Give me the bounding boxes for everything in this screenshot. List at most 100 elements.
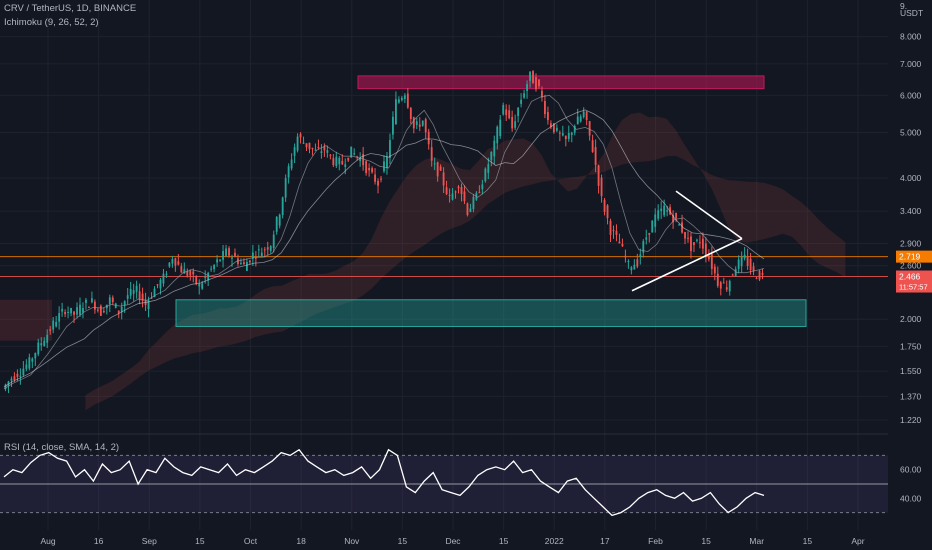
time-tick-label: 15 (398, 536, 408, 546)
time-tick-label: 15 (701, 536, 711, 546)
candle-body (52, 320, 55, 330)
time-tick-label: 16 (94, 536, 104, 546)
candle-body (183, 269, 186, 274)
price-tick-label: 1.550 (900, 366, 922, 376)
candle-body (189, 271, 192, 276)
price-tick-label: 3.400 (900, 206, 922, 216)
candle-body (58, 313, 61, 322)
candle-body (639, 254, 642, 258)
candle-body (484, 168, 487, 182)
candle-body (502, 105, 505, 115)
candle-body (117, 310, 120, 314)
candle-body (663, 205, 666, 216)
candle-body (374, 174, 376, 182)
candle-body (317, 147, 320, 149)
candle-body (716, 273, 719, 286)
candle-body (448, 195, 451, 197)
candle-body (648, 233, 651, 235)
triangle-upper-line (675, 190, 743, 240)
candle-body (439, 166, 442, 171)
candle-body (487, 164, 490, 173)
candle-body (25, 364, 28, 369)
candle-body (403, 95, 406, 99)
candle-body (707, 255, 710, 260)
price-tick-label: 2.900 (900, 238, 922, 248)
candle-body (102, 310, 105, 313)
candle-body (406, 93, 409, 108)
candle-body (216, 259, 219, 263)
candle-body (311, 147, 314, 149)
candle-body (552, 123, 555, 133)
candle-body (231, 257, 233, 259)
candle-body (427, 131, 430, 145)
candle-body (529, 71, 531, 81)
candle-body (186, 271, 189, 276)
time-tick-label: Feb (648, 536, 663, 546)
candle-body (242, 262, 245, 265)
cloud-fill (85, 112, 846, 411)
candle-body (281, 197, 284, 216)
candle-body (424, 119, 427, 133)
candle-body (621, 243, 624, 247)
countdown-text: 11:57:57 (899, 283, 928, 292)
candle-body (347, 157, 350, 161)
time-tick-label: Sep (142, 536, 157, 546)
price-tick-label: 8.000 (900, 32, 922, 42)
candle-body (576, 116, 579, 125)
candle-body (371, 168, 374, 173)
candle-body (93, 301, 96, 310)
candle-body (669, 207, 672, 215)
candle-body (466, 203, 469, 215)
candle-body (180, 266, 183, 273)
candle-body (412, 117, 415, 129)
candle-body (153, 288, 156, 298)
time-tick-label: 15 (803, 536, 813, 546)
candle-body (546, 112, 549, 121)
candle-body (120, 307, 123, 312)
candle-body (490, 151, 493, 161)
candle-body (49, 329, 52, 331)
candle-body (299, 133, 302, 138)
candle-body (126, 295, 129, 299)
candle-body (234, 252, 236, 257)
candle-body (70, 307, 72, 314)
rsi-tick-label: 40.00 (900, 493, 922, 503)
candle-body (558, 132, 561, 134)
candle-body (159, 279, 162, 289)
candle-body (681, 222, 683, 233)
candle-body (564, 135, 567, 140)
candle-body (85, 299, 87, 303)
candle-body (195, 275, 198, 284)
candle-body (725, 287, 728, 290)
candle-body (630, 267, 633, 271)
candle-body (308, 142, 311, 150)
candle-body (251, 252, 254, 259)
candle-body (415, 121, 418, 126)
rsi-tick-label: 60.00 (900, 465, 922, 475)
candle-body (600, 177, 603, 197)
grid-lines (0, 0, 888, 530)
candle-body (323, 146, 326, 151)
candle-body (165, 273, 168, 275)
candle-body (645, 237, 648, 240)
candle-body (341, 161, 344, 165)
candle-body (606, 205, 609, 219)
candle-body (293, 147, 296, 156)
time-tick-label: 2022 (545, 536, 564, 546)
candle-body (207, 272, 210, 281)
candle-body (520, 99, 523, 104)
candle-body (132, 290, 135, 294)
candle-body (335, 156, 338, 166)
base-line (3, 109, 765, 388)
time-axis: Aug 16 Sep 15 Oct 18 Nov 15 Dec 15 2022 17 Feb 15 Mar 1… (40, 536, 864, 546)
candle-body (460, 187, 463, 194)
candle-body (567, 132, 570, 139)
candle-body (535, 77, 537, 90)
candle-body (603, 199, 606, 212)
candle-body (573, 126, 576, 133)
candle-body (722, 282, 725, 284)
candle-body (508, 110, 511, 119)
candle-body (34, 353, 37, 359)
